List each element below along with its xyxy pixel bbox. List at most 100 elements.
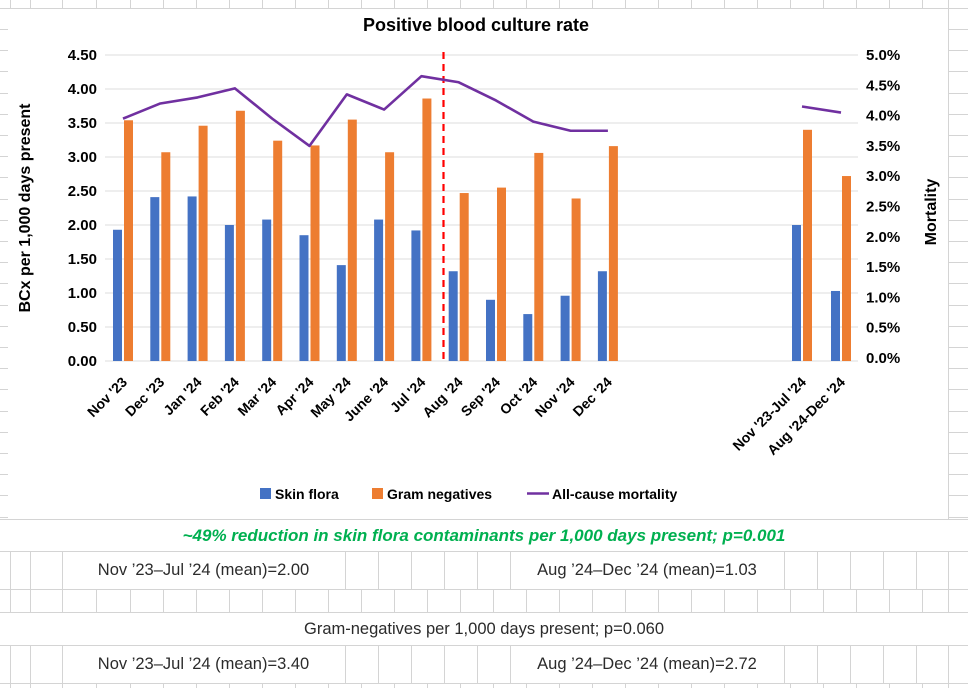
sheet-gridline [378, 552, 379, 589]
left-axis-tick: 3.00 [68, 149, 97, 166]
sheet-gridline [62, 646, 63, 683]
sheet-gridline [0, 220, 8, 221]
sheet-gridline [10, 552, 11, 589]
sheet-gridline [328, 590, 329, 612]
sheet-gridline [625, 0, 626, 8]
sheet-gridline [361, 0, 362, 8]
sheet-gridline [823, 590, 824, 612]
sheet-gridline [0, 368, 8, 369]
sheet-gridline [0, 474, 8, 475]
gram-header-cell[interactable]: Gram-negatives per 1,000 days present; p… [303, 619, 664, 638]
sheet-gridline [948, 29, 968, 30]
mortality-line [122, 74, 608, 148]
legend-label-skin-flora: Skin flora [275, 486, 339, 502]
sheet-gridline [0, 156, 8, 157]
empty-grid-row [0, 590, 968, 612]
sheet-gridline [0, 283, 8, 284]
sheet-gridline [328, 684, 329, 688]
sheet-gridline [658, 0, 659, 8]
sheet-gridline [0, 135, 8, 136]
sheet-gridline [0, 347, 8, 348]
sheet-gridline [196, 0, 197, 8]
sheet-gridline [0, 199, 8, 200]
sheet-gridline [592, 684, 593, 688]
sheet-gridline [856, 590, 857, 612]
sheet-gridline [823, 0, 824, 8]
bar-skin-flora [560, 295, 570, 361]
sheet-gridline [229, 684, 230, 688]
sheet-gridline [916, 552, 917, 589]
bar-skin-flora [113, 229, 122, 361]
sheet-gridline [948, 241, 968, 242]
sheet-gridline [559, 0, 560, 8]
skin-mean-before-cell[interactable]: Nov ’23–Jul ’24 (mean)=2.00 [97, 561, 310, 579]
sheet-gridline [163, 0, 164, 8]
bar-gram-negatives [385, 152, 395, 361]
sheet-gridline [757, 684, 758, 688]
sheet-gridline [0, 517, 8, 518]
sheet-gridline [0, 432, 8, 433]
bar-skin-flora [187, 196, 197, 361]
sheet-gridline [62, 590, 63, 612]
sheet-gridline [229, 0, 230, 8]
sheet-gridline [411, 552, 412, 589]
gram-mean-before-cell[interactable]: Nov ’23–Jul ’24 (mean)=3.40 [97, 655, 310, 673]
sheet-gridline [724, 590, 725, 612]
sheet-gridline [0, 453, 8, 454]
sheet-gridline [817, 552, 818, 589]
sheet-gridline [526, 590, 527, 612]
sheet-gridline [592, 0, 593, 8]
sheet-gridline [0, 305, 8, 306]
sheet-gridline [948, 0, 949, 8]
sheet-gridline [948, 347, 968, 348]
right-axis-title: Mortality [923, 179, 940, 246]
sheet-gridline [229, 590, 230, 612]
sheet-gridline [526, 0, 527, 8]
sheet-gridline [295, 590, 296, 612]
right-axis-tick: 1.0% [866, 289, 900, 306]
bar-skin-flora [411, 230, 421, 361]
skin-mean-after-cell[interactable]: Aug ’24–Dec ’24 (mean)=1.03 [537, 561, 757, 579]
sheet-gridline [889, 590, 890, 612]
sheet-gridline [922, 590, 923, 612]
sheet-gridline [30, 590, 31, 612]
sheet-gridline [262, 0, 263, 8]
sheet-gridline [295, 0, 296, 8]
bar-gram-negatives [347, 119, 357, 361]
gram-means-row: Nov ’23–Jul ’24 (mean)=3.40 Aug ’24–Dec … [0, 646, 968, 683]
left-axis-tick: 3.50 [68, 115, 97, 132]
sheet-gridline [130, 0, 131, 8]
left-axis-tick: 2.00 [68, 217, 97, 234]
sheet-gridline [757, 590, 758, 612]
bar-gram-negatives [198, 125, 208, 361]
sheet-gridline [559, 590, 560, 612]
bar-skin-flora [224, 225, 234, 361]
sheet-gridline [163, 590, 164, 612]
green-note-row: ~49% reduction in skin flora contaminant… [0, 520, 968, 551]
bar-skin-flora [336, 265, 346, 361]
bar-gram-negatives [124, 120, 133, 361]
sheet-gridline [889, 0, 890, 8]
sheet-gridline [948, 474, 968, 475]
sheet-gridline [948, 326, 968, 327]
left-axis-tick: 0.00 [68, 353, 97, 370]
bar-gram-negatives [161, 152, 171, 361]
sheet-gridline [130, 590, 131, 612]
bar-skin-flora [299, 235, 309, 361]
sheet-gridline [493, 0, 494, 8]
sheet-gridline [295, 684, 296, 688]
sheet-gridline [10, 684, 11, 688]
sheet-gridline [784, 646, 785, 683]
sheet-gridline [856, 684, 857, 688]
bar-skin-flora [262, 219, 272, 361]
bar-gram-negatives-summary [842, 176, 851, 361]
sheet-gridline [262, 590, 263, 612]
sheet-gridline [460, 590, 461, 612]
sheet-gridline [559, 684, 560, 688]
sheet-gridline [411, 646, 412, 683]
gram-mean-after-cell[interactable]: Aug ’24–Dec ’24 (mean)=2.72 [537, 655, 757, 673]
right-axis-tick: 4.0% [866, 108, 900, 125]
skin-flora-means-row: Nov ’23–Jul ’24 (mean)=2.00 Aug ’24–Dec … [0, 552, 968, 589]
blood-culture-chart[interactable]: 0.00 0.50 1.00 1.50 2.00 2.50 3.00 3.50 4.00 4.50… [0, 0, 968, 519]
